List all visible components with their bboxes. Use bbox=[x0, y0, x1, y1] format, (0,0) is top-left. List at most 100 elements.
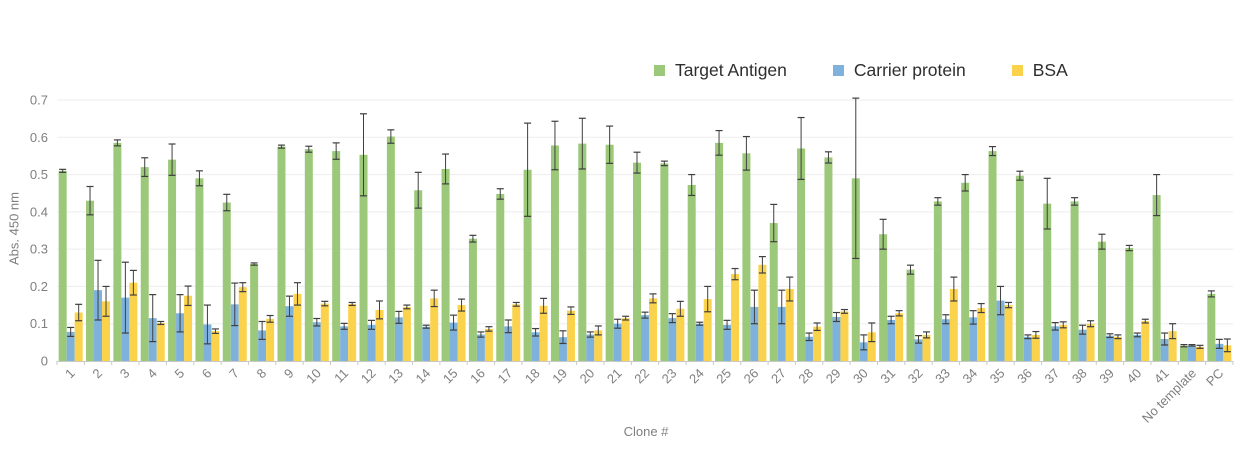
x-tick-label: 29 bbox=[823, 366, 844, 387]
y-tick-label: 0.2 bbox=[30, 279, 48, 294]
bar-carrier-protein-36 bbox=[1023, 336, 1032, 361]
legend-label-bsa: BSA bbox=[1032, 60, 1068, 80]
bar-carrier-protein-28 bbox=[805, 336, 814, 361]
bar-bsa-3 bbox=[129, 282, 138, 361]
x-tick-label: 19 bbox=[549, 366, 570, 387]
bar-target-antigen-37 bbox=[1043, 203, 1052, 361]
bar-target-antigen-31 bbox=[879, 234, 888, 361]
x-tick-label: 17 bbox=[495, 366, 516, 387]
x-tick-label: 24 bbox=[686, 366, 707, 387]
bar-target-antigen-10 bbox=[304, 149, 313, 361]
bar-bsa-30 bbox=[867, 332, 876, 361]
x-tick-label: 35 bbox=[987, 366, 1008, 387]
bar-target-antigen-6 bbox=[195, 178, 204, 361]
bar-bsa-32 bbox=[922, 334, 931, 361]
y-tick-label: 0.5 bbox=[30, 167, 48, 182]
bar-carrier-protein-9 bbox=[285, 306, 294, 361]
bar-carrier-protein-41 bbox=[1160, 339, 1169, 361]
bar-target-antigen-20 bbox=[578, 143, 587, 361]
x-tick-label: 5 bbox=[171, 366, 187, 382]
legend-item-carrier-protein: Carrier protein bbox=[832, 60, 966, 81]
bar-target-antigen-27 bbox=[769, 223, 778, 361]
x-tick-label: 28 bbox=[795, 366, 816, 387]
x-tick-label: 10 bbox=[303, 366, 324, 387]
x-tick-label: 36 bbox=[1014, 366, 1035, 387]
bar-bsa-22 bbox=[649, 298, 657, 361]
bar-bsa-10 bbox=[320, 303, 329, 361]
bar-bsa-24 bbox=[703, 299, 712, 361]
bar-carrier-protein-30 bbox=[859, 342, 868, 361]
bar-bsa-pc bbox=[1223, 345, 1232, 361]
x-tick-label: 12 bbox=[358, 366, 379, 387]
x-tick-label: 37 bbox=[1042, 366, 1063, 387]
x-tick-label: 9 bbox=[281, 366, 297, 382]
bar-carrier-protein-16 bbox=[476, 334, 485, 361]
bar-bsa-11 bbox=[348, 303, 357, 361]
bar-target-antigen-22 bbox=[633, 162, 641, 361]
bar-carrier-protein-32 bbox=[914, 339, 923, 361]
bar-target-antigen-no-template bbox=[1179, 345, 1188, 361]
bar-carrier-protein-7 bbox=[230, 304, 239, 361]
y-axis-title: Abs. 450 nm bbox=[6, 192, 22, 265]
bar-carrier-protein-17 bbox=[504, 326, 513, 361]
bar-bsa-4 bbox=[156, 322, 165, 361]
bar-target-antigen-14 bbox=[414, 190, 423, 361]
bar-carrier-protein-1 bbox=[66, 331, 75, 361]
x-tick-label: 23 bbox=[659, 366, 680, 387]
x-tick-label: 1 bbox=[62, 366, 78, 382]
bar-bsa-19 bbox=[566, 310, 575, 361]
bar-carrier-protein-12 bbox=[367, 324, 376, 361]
bar-target-antigen-28 bbox=[797, 148, 806, 361]
bar-bsa-26 bbox=[758, 264, 767, 361]
bar-bsa-29 bbox=[840, 311, 849, 361]
bar-bsa-17 bbox=[512, 304, 521, 361]
bar-target-antigen-19 bbox=[550, 145, 559, 361]
bar-carrier-protein-33 bbox=[941, 319, 950, 361]
bar-carrier-protein-8 bbox=[258, 330, 267, 361]
bar-target-antigen-26 bbox=[742, 153, 751, 361]
x-tick-label: 26 bbox=[741, 366, 762, 387]
bar-target-antigen-7 bbox=[222, 202, 231, 361]
bar-bsa-16 bbox=[484, 328, 493, 361]
bar-target-antigen-24 bbox=[687, 185, 696, 361]
x-tick-label: 33 bbox=[932, 366, 953, 387]
bar-bsa-35 bbox=[1004, 305, 1013, 361]
bar-carrier-protein-37 bbox=[1051, 326, 1060, 361]
bar-bsa-9 bbox=[293, 293, 302, 361]
bar-bsa-36 bbox=[1031, 334, 1040, 361]
bar-target-antigen-pc bbox=[1207, 293, 1216, 361]
bar-bsa-8 bbox=[266, 318, 275, 361]
bar-carrier-protein-31 bbox=[887, 319, 896, 361]
bar-carrier-protein-34 bbox=[969, 317, 978, 361]
x-tick-label: 22 bbox=[631, 366, 652, 387]
bar-target-antigen-16 bbox=[468, 238, 477, 361]
y-tick-label: 0.1 bbox=[30, 316, 48, 331]
bar-target-antigen-12 bbox=[359, 154, 368, 361]
bar-carrier-protein-14 bbox=[422, 326, 431, 361]
bar-target-antigen-4 bbox=[140, 167, 149, 361]
bar-carrier-protein-22 bbox=[641, 315, 649, 361]
x-tick-label: 13 bbox=[385, 366, 406, 387]
bar-target-antigen-29 bbox=[824, 157, 833, 361]
bar-bsa-37 bbox=[1059, 324, 1068, 361]
x-axis-title: Clone # bbox=[623, 424, 669, 439]
bar-carrier-protein-40 bbox=[1133, 334, 1142, 361]
bar-target-antigen-38 bbox=[1070, 201, 1079, 361]
legend-label-carrier-protein: Carrier protein bbox=[853, 60, 966, 80]
bar-bsa-34 bbox=[977, 308, 986, 361]
x-tick-label: 14 bbox=[412, 366, 433, 387]
bar-target-antigen-30 bbox=[851, 178, 860, 361]
chart-legend: Target Antigen Carrier protein BSA bbox=[654, 60, 1068, 81]
bar-bsa-41 bbox=[1168, 331, 1177, 361]
bar-bsa-20 bbox=[594, 330, 603, 361]
bar-bsa-12 bbox=[375, 309, 384, 361]
bar-bsa-7 bbox=[238, 287, 247, 361]
y-tick-label: 0.6 bbox=[30, 130, 48, 145]
bar-target-antigen-32 bbox=[906, 269, 915, 361]
bar-target-antigen-2 bbox=[86, 200, 95, 361]
bar-target-antigen-33 bbox=[933, 201, 942, 361]
bar-target-antigen-9 bbox=[277, 146, 286, 361]
bar-bsa-38 bbox=[1086, 323, 1095, 361]
bar-carrier-protein-29 bbox=[832, 317, 841, 361]
